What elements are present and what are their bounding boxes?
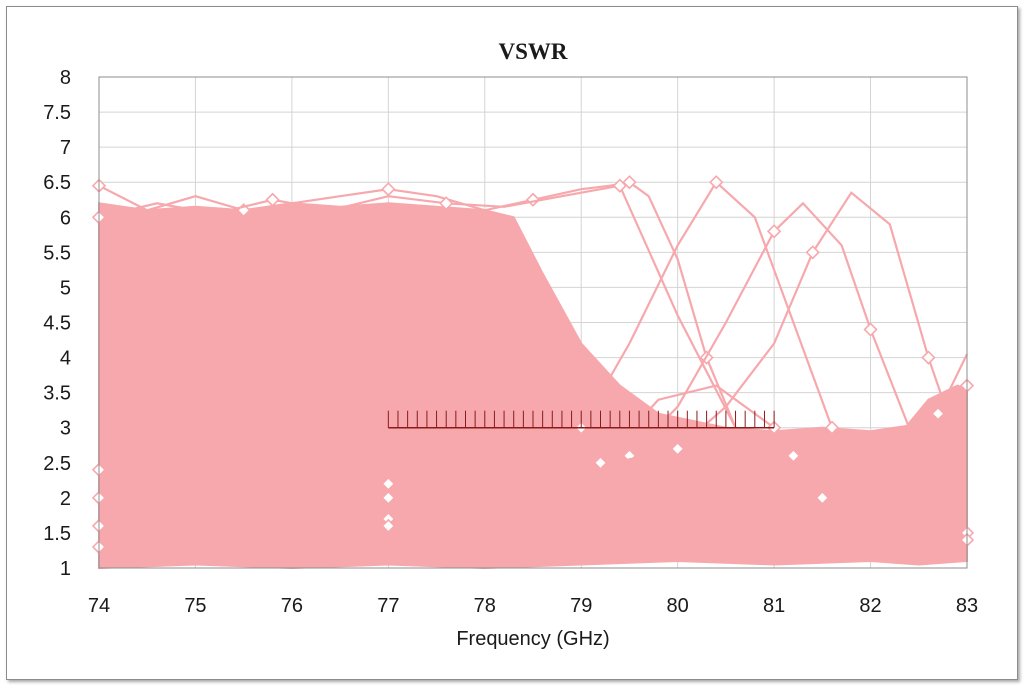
series-marker bbox=[766, 224, 782, 239]
y-tick-label: 5 bbox=[60, 277, 71, 299]
x-tick-label: 74 bbox=[88, 595, 110, 617]
y-tick-label: 3.5 bbox=[43, 383, 71, 405]
y-tick-label: 2.5 bbox=[43, 453, 71, 475]
x-tick-label: 80 bbox=[667, 595, 689, 617]
series-line-3 bbox=[98, 201, 968, 527]
series-line-1 bbox=[98, 181, 968, 534]
chart-frame: VSWR 1 1.5 2 2.5 3 3.5 4 4.5 5 5.5 6 6.5 7 7.5 8 74 75 7… bbox=[6, 6, 1018, 680]
y-tick-label: 1.5 bbox=[43, 523, 71, 545]
spec-mask bbox=[387, 410, 775, 429]
series-line-6 bbox=[98, 353, 968, 549]
y-tick-label: 7.5 bbox=[43, 102, 71, 124]
series-marker bbox=[439, 196, 454, 211]
series-marker bbox=[709, 175, 724, 190]
x-tick-label: 75 bbox=[184, 595, 206, 617]
x-tick-label: 83 bbox=[956, 595, 978, 617]
series-marker bbox=[815, 490, 830, 505]
series-marker bbox=[622, 175, 637, 190]
series-marker bbox=[265, 192, 280, 207]
x-tick-label: 81 bbox=[763, 595, 785, 617]
vswr-chart: VSWR 11.522.533.544.555.566.577.58 74 75 7… bbox=[43, 39, 978, 650]
x-tick-label: 77 bbox=[377, 595, 399, 617]
x-tick-label: 79 bbox=[570, 595, 592, 617]
x-tick-label: 82 bbox=[859, 595, 881, 617]
y-tick-label: 2 bbox=[60, 488, 71, 510]
series-marker bbox=[824, 420, 840, 435]
series-marker bbox=[921, 350, 936, 365]
y-tick-label: 6.5 bbox=[43, 172, 71, 194]
series-line-5 bbox=[98, 184, 968, 486]
plot-area-border bbox=[98, 76, 968, 569]
x-axis-label: Frequency (GHz) bbox=[456, 628, 609, 650]
y-tick-label: 6 bbox=[60, 207, 71, 229]
y-tick-label: 7 bbox=[60, 137, 71, 159]
series-marker bbox=[930, 406, 946, 421]
x-axis-ticks: 74 75 76 77 78 79 80 81 82 83 bbox=[88, 595, 978, 617]
series-marker bbox=[863, 322, 878, 337]
series-marker bbox=[670, 441, 685, 456]
x-tick-label: 78 bbox=[474, 595, 496, 617]
series-marker bbox=[381, 490, 396, 505]
series-marker bbox=[786, 448, 801, 463]
y-tick-label: 5.5 bbox=[43, 242, 71, 264]
series-marker bbox=[805, 245, 820, 260]
y-tick-label: 4.5 bbox=[43, 313, 71, 335]
y-tick-label: 1 bbox=[60, 558, 71, 580]
series-marker bbox=[612, 178, 627, 193]
y-tick-label: 3 bbox=[60, 418, 71, 440]
series-marker bbox=[593, 455, 608, 470]
y-axis-ticks: 1 1.5 2 2.5 3 3.5 4 4.5 5 5.5 6 6.5 7 7.5 8 bbox=[43, 67, 71, 580]
series-marker bbox=[381, 518, 396, 534]
x-tick-label: 76 bbox=[281, 595, 303, 617]
y-tick-label: 4 bbox=[60, 348, 71, 370]
y-tick-label: 8 bbox=[60, 67, 71, 89]
series-marker bbox=[381, 476, 396, 491]
chart-title: VSWR bbox=[498, 39, 567, 64]
